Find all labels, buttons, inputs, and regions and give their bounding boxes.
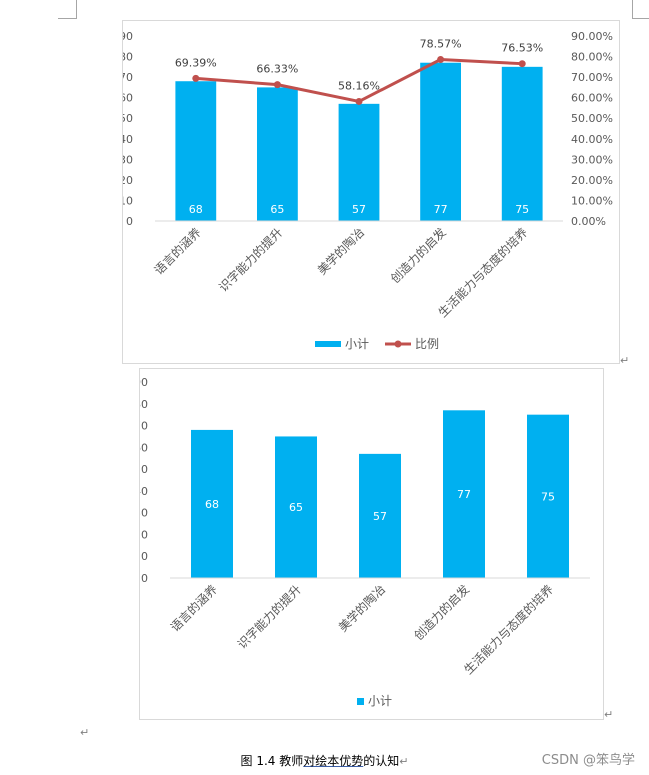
y-tick-label: 40 bbox=[123, 133, 133, 146]
y-tick-label: 40 bbox=[140, 485, 148, 498]
figure-caption: 图 1.4 教师对绘本优势的认知↵ bbox=[0, 752, 649, 769]
y-tick-label: 50 bbox=[123, 112, 133, 125]
paragraph-mark: ↵ bbox=[604, 708, 614, 721]
bar-value-label: 75 bbox=[541, 490, 555, 503]
crop-mark-top-left-horizontal bbox=[58, 18, 77, 19]
y-tick-label: 20 bbox=[140, 528, 148, 541]
y-tick-label: 70 bbox=[123, 71, 133, 84]
y2-tick-label: 70.00% bbox=[571, 71, 613, 84]
bar-4 bbox=[420, 62, 461, 221]
bar-value-label: 65 bbox=[270, 203, 284, 216]
category-label: 生活能力与态度的培养 bbox=[435, 225, 530, 320]
y2-tick-label: 0.00% bbox=[571, 215, 606, 228]
y-tick-label: 30 bbox=[140, 507, 148, 520]
crop-mark-top-right-horizontal bbox=[632, 18, 649, 19]
bar-3 bbox=[359, 453, 401, 578]
paragraph-mark: ↵ bbox=[80, 726, 90, 739]
category-label: 生活能力与态度的培养 bbox=[461, 582, 556, 677]
legend-swatch-bar bbox=[315, 341, 341, 347]
y-tick-label: 10 bbox=[140, 550, 148, 563]
bar-3 bbox=[338, 103, 380, 221]
watermark: CSDN @笨鸟学 bbox=[541, 753, 635, 768]
y2-tick-label: 90.00% bbox=[571, 30, 613, 43]
legend-label: 小计 bbox=[368, 694, 392, 708]
caption-underlined: 对绘本优势 bbox=[303, 754, 364, 768]
category-label: 识字能力的提升 bbox=[216, 225, 286, 295]
legend-label: 比例 bbox=[415, 337, 439, 351]
ratio-point-3 bbox=[355, 97, 363, 105]
legend-swatch-marker bbox=[394, 340, 402, 348]
y2-tick-label: 30.00% bbox=[571, 153, 613, 166]
legend-swatch-bar bbox=[357, 698, 364, 705]
caption-prefix: 图 1.4 教师 bbox=[240, 754, 304, 768]
bar-2 bbox=[257, 87, 298, 221]
bar-5 bbox=[501, 66, 543, 221]
ratio-value-label: 69.39% bbox=[175, 56, 217, 69]
y-tick-label: 80 bbox=[123, 51, 133, 64]
y-tick-label: 50 bbox=[140, 463, 148, 476]
y-tick-label: 0 bbox=[141, 572, 148, 585]
y-tick-label: 80 bbox=[140, 398, 148, 411]
category-label: 识字能力的提升 bbox=[234, 582, 304, 652]
bar-value-label: 68 bbox=[205, 498, 219, 511]
y2-tick-label: 60.00% bbox=[571, 92, 613, 105]
y-tick-label: 60 bbox=[140, 441, 148, 454]
legend-label: 小计 bbox=[345, 337, 369, 351]
combo-chart[interactable]: 0 10 20 30 40 50 60 70 80 90 0.00% 10.00% 20.00% 30.0… bbox=[122, 20, 620, 364]
caption-suffix: 的认知 bbox=[363, 754, 400, 768]
y2-tick-label: 80.00% bbox=[571, 51, 613, 64]
combo-chart-svg: 0 10 20 30 40 50 60 70 80 90 0.00% 10.00% 20.00% 30.0… bbox=[123, 30, 613, 351]
y-tick-label: 70 bbox=[140, 420, 148, 433]
y2-tick-label: 40.00% bbox=[571, 133, 613, 146]
y-tick-label: 90 bbox=[123, 30, 133, 43]
bar-value-label: 75 bbox=[515, 203, 529, 216]
paragraph-mark: ↵ bbox=[620, 354, 630, 367]
ratio-value-label: 76.53% bbox=[501, 42, 543, 55]
ratio-point-2 bbox=[273, 81, 281, 89]
y-tick-label: 60 bbox=[123, 92, 133, 105]
ratio-value-label: 78.57% bbox=[420, 37, 462, 50]
ratio-point-5 bbox=[518, 60, 526, 68]
y-tick-label: 90 bbox=[140, 376, 148, 389]
bar-2 bbox=[275, 436, 317, 578]
category-label: 美学的陶冶 bbox=[335, 582, 388, 635]
bar-chart-svg: 0 10 20 30 40 50 60 70 80 90 68 65 57 77 75 语言的涵养识字能力的提… bbox=[140, 376, 590, 708]
category-label: 创造力的启发 bbox=[411, 582, 473, 644]
y-tick-label: 20 bbox=[123, 174, 133, 187]
crop-mark-top-right-vertical bbox=[632, 0, 633, 18]
y-tick-label: 30 bbox=[123, 153, 133, 166]
bar-chart[interactable]: 0 10 20 30 40 50 60 70 80 90 68 65 57 77 75 语言的涵养识字能力的提… bbox=[139, 368, 604, 720]
ratio-value-label: 66.33% bbox=[256, 63, 298, 76]
y2-tick-label: 10.00% bbox=[571, 194, 613, 207]
bar-value-label: 77 bbox=[434, 203, 448, 216]
category-label: 美学的陶冶 bbox=[314, 225, 367, 278]
bar-value-label: 68 bbox=[189, 203, 203, 216]
paragraph-mark: ↵ bbox=[399, 755, 409, 768]
ratio-value-label: 58.16% bbox=[338, 79, 380, 92]
bar-value-label: 57 bbox=[352, 203, 366, 216]
crop-mark-top-left-vertical bbox=[76, 0, 77, 18]
ratio-point-4 bbox=[437, 55, 445, 63]
category-label: 创造力的启发 bbox=[387, 225, 449, 287]
bar-value-label: 77 bbox=[457, 488, 471, 501]
y-tick-label: 10 bbox=[123, 194, 133, 207]
y-tick-label: 0 bbox=[126, 215, 133, 228]
bar-value-label: 65 bbox=[289, 501, 303, 514]
bar-value-label: 57 bbox=[373, 510, 387, 523]
bar-5 bbox=[527, 414, 569, 578]
y2-tick-label: 20.00% bbox=[571, 174, 613, 187]
category-label: 语言的涵养 bbox=[151, 225, 204, 278]
bar-4 bbox=[443, 410, 485, 578]
category-label: 语言的涵养 bbox=[167, 582, 220, 635]
bar-1 bbox=[191, 429, 233, 578]
bar-1 bbox=[175, 81, 217, 221]
y2-tick-label: 50.00% bbox=[571, 112, 613, 125]
ratio-point-1 bbox=[192, 74, 200, 82]
